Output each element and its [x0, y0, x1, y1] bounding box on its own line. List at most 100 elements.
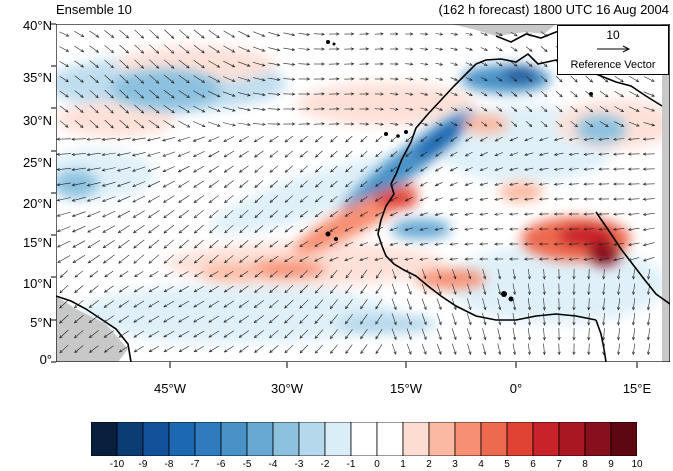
- wind-vector-head: [365, 32, 370, 36]
- wind-vector-head: [269, 259, 273, 263]
- wind-vector-head: [409, 47, 414, 51]
- wind-vector-head: [423, 321, 427, 326]
- wind-vector: [163, 210, 175, 218]
- wind-vector-head: [59, 274, 64, 278]
- wind-vector-head: [321, 32, 325, 36]
- wind-vector-head: [498, 63, 503, 67]
- wind-vector-head: [449, 227, 453, 231]
- wind-vector: [269, 225, 279, 233]
- wind-vector: [480, 32, 488, 36]
- wind-vector: [509, 137, 519, 141]
- wind-vector-head: [321, 77, 325, 81]
- wind-vector-head: [375, 305, 379, 310]
- wind-vector-head: [365, 92, 370, 96]
- wind-vector: [208, 165, 220, 173]
- wind-vector-head: [360, 168, 364, 173]
- wind-vector-head: [393, 351, 397, 355]
- wind-vector: [479, 213, 489, 215]
- wind-vector-head: [380, 62, 384, 66]
- wind-vector: [222, 91, 236, 97]
- wind-vector-head: [423, 351, 427, 355]
- wind-vector-head: [589, 109, 594, 113]
- wind-vector: [495, 46, 503, 52]
- wind-vector-head: [374, 228, 379, 232]
- wind-vector-head: [147, 214, 152, 218]
- wind-vector-head: [269, 139, 273, 143]
- wind-vector-head: [589, 79, 594, 83]
- wind-vector: [555, 105, 563, 113]
- wind-vector-head: [314, 320, 318, 325]
- wind-vector-head: [201, 35, 205, 39]
- wind-vector-head: [374, 213, 379, 217]
- wind-vector: [598, 243, 610, 245]
- wind-vector-head: [513, 108, 518, 112]
- wind-vector: [345, 284, 353, 294]
- wind-vector-head: [617, 291, 621, 296]
- wind-vector: [618, 283, 620, 295]
- wind-vector-head: [208, 154, 212, 158]
- wind-vector-head: [627, 243, 632, 247]
- wind-vector: [300, 165, 308, 173]
- wind-vector: [209, 224, 219, 234]
- wind-vector-head: [125, 80, 129, 84]
- wind-vector: [74, 45, 84, 53]
- wind-vector: [254, 270, 264, 278]
- wind-vector: [119, 270, 129, 278]
- wind-vector: [300, 135, 308, 143]
- wind-vector-head: [344, 243, 348, 247]
- colorbar-label: -3: [294, 459, 304, 470]
- wind-vector: [375, 284, 383, 294]
- wind-vector-head: [269, 214, 274, 218]
- wind-vector: [118, 300, 130, 308]
- wind-vector-head: [89, 274, 93, 278]
- wind-vector: [632, 283, 636, 295]
- wind-vector-head: [336, 92, 340, 96]
- wind-vector-head: [527, 276, 531, 280]
- colorbar-label: 1: [400, 459, 406, 470]
- wind-vector-head: [110, 34, 115, 39]
- wind-vector: [313, 33, 325, 35]
- wind-vector-head: [508, 257, 513, 261]
- wind-vector-head: [632, 351, 636, 356]
- wind-vector-head: [177, 138, 182, 142]
- wind-vector-head: [498, 336, 502, 341]
- wind-vector-head: [380, 122, 384, 126]
- wind-vector: [74, 314, 84, 324]
- wind-vector: [315, 135, 323, 143]
- wind-vector-head: [538, 257, 543, 261]
- wind-vector: [239, 255, 249, 263]
- wind-vector: [525, 31, 533, 37]
- wind-vector: [598, 153, 610, 155]
- wind-vector: [511, 121, 517, 127]
- wind-vector: [298, 48, 310, 50]
- wind-vector-head: [147, 168, 151, 172]
- wind-vector: [284, 344, 294, 354]
- wind-vector: [588, 328, 590, 340]
- wind-vector: [102, 196, 116, 202]
- wind-vector: [178, 315, 190, 323]
- wind-vector-head: [434, 257, 438, 261]
- wind-vector-head: [350, 92, 355, 96]
- wind-vector-head: [627, 227, 632, 231]
- wind-vector: [420, 136, 428, 142]
- wind-vector: [614, 90, 624, 98]
- wind-vector-head: [435, 153, 439, 157]
- wind-vector-head: [276, 63, 281, 67]
- wind-vector: [512, 283, 516, 295]
- wind-vector-head: [125, 110, 130, 114]
- wind-vector: [74, 75, 84, 83]
- wind-vector: [147, 166, 161, 172]
- wind-vector: [315, 195, 323, 203]
- wind-vector-head: [133, 260, 137, 264]
- wind-vector-head: [291, 47, 296, 52]
- wind-vector-head: [538, 227, 543, 231]
- wind-vector: [284, 150, 294, 158]
- wind-vector: [436, 328, 442, 340]
- wind-vector: [599, 121, 609, 127]
- wind-vector-head: [223, 154, 228, 158]
- wind-vector-head: [291, 62, 296, 66]
- wind-vector-head: [147, 153, 151, 157]
- wind-vector-head: [374, 198, 379, 202]
- wind-vector: [193, 330, 205, 338]
- wind-vector-head: [583, 152, 588, 156]
